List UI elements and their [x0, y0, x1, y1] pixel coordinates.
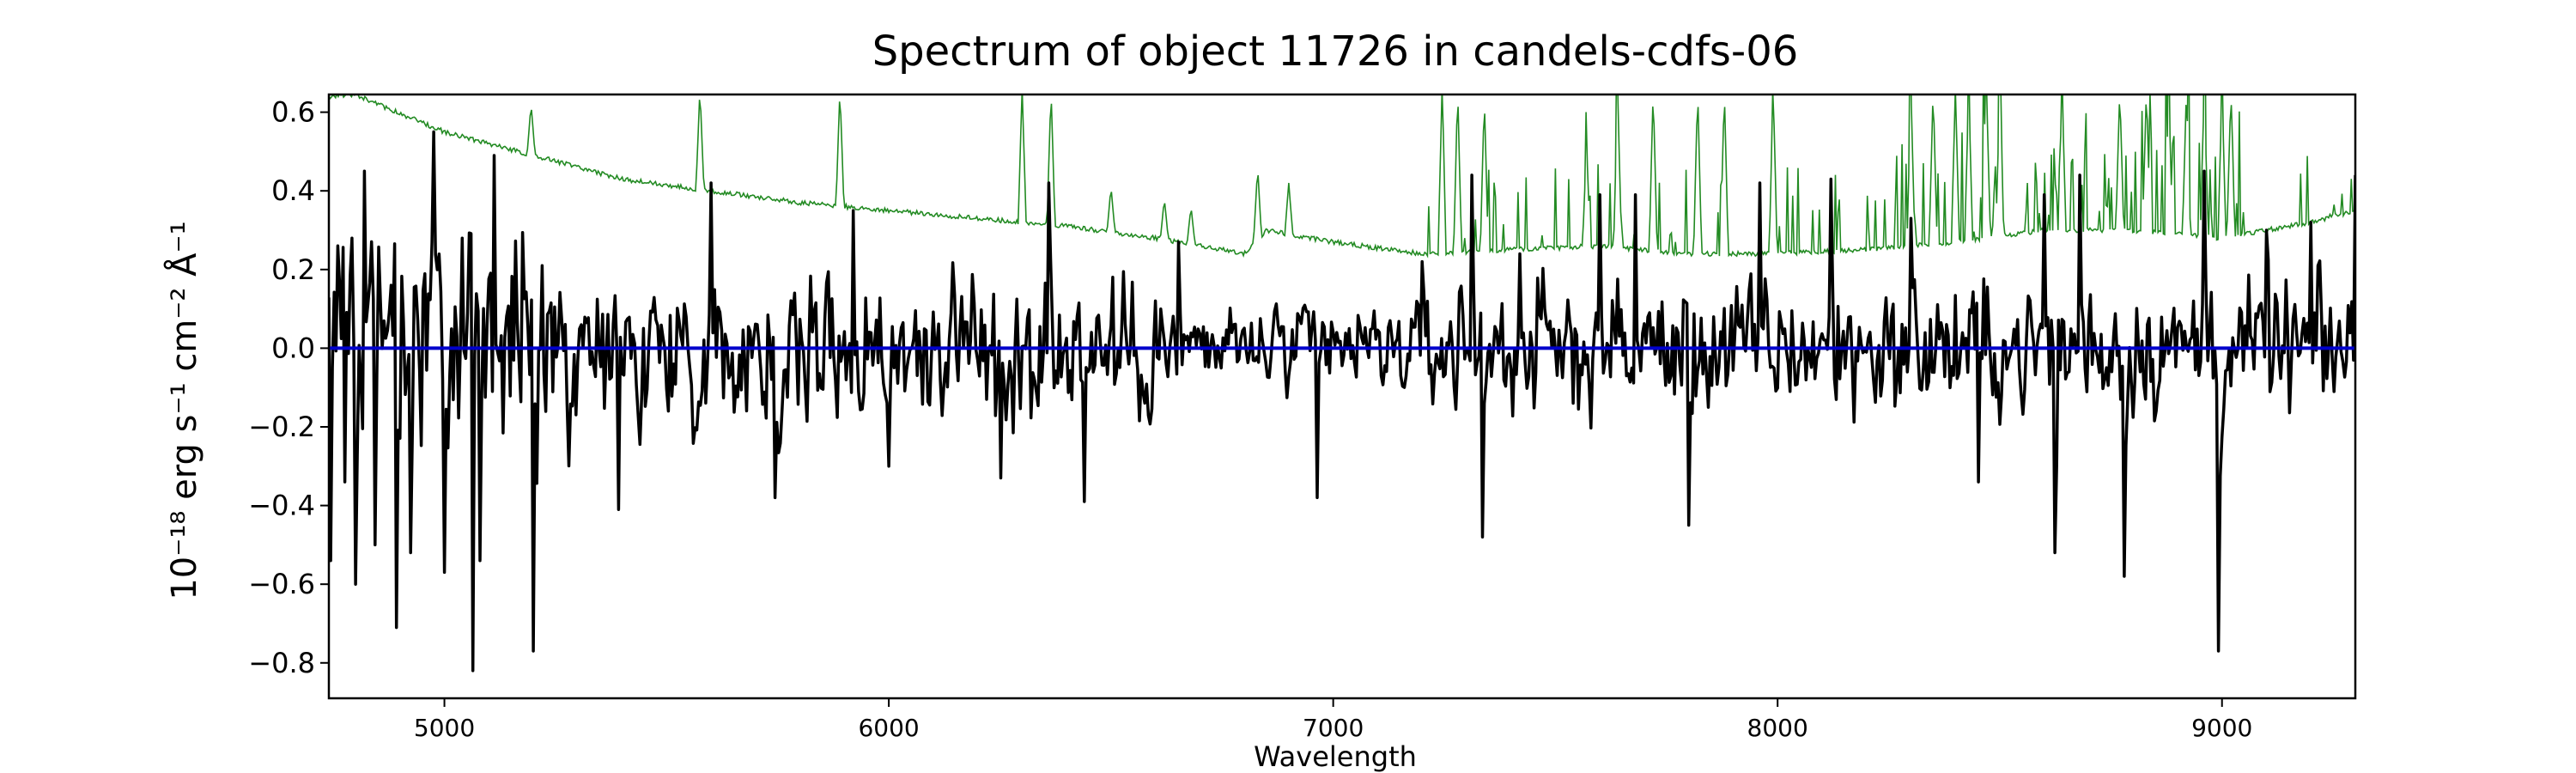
x-tick-label: 7000 — [1303, 714, 1364, 742]
y-tick-label: −0.6 — [248, 568, 315, 600]
y-tick-label: 0.6 — [271, 96, 315, 129]
contamination-line — [329, 94, 2355, 259]
y-axis-label: 10⁻¹⁸ erg s⁻¹ cm⁻² Å⁻¹ — [163, 221, 204, 600]
axes-frame — [327, 93, 2357, 700]
series-layer — [329, 94, 2355, 673]
plot-area — [327, 93, 2357, 700]
x-tick-label: 9000 — [2191, 714, 2252, 742]
x-tick-label: 5000 — [414, 714, 475, 742]
x-tick-label: 6000 — [858, 714, 919, 742]
y-tick-label: 0.4 — [271, 174, 315, 207]
y-tick-label: −0.2 — [248, 411, 315, 443]
x-axis: 5000 6000 7000 8000 9000 — [414, 698, 2252, 742]
y-tick-label: 0.2 — [271, 253, 315, 286]
y-tick-label: −0.4 — [248, 490, 315, 522]
y-tick-label: 0.0 — [271, 332, 315, 364]
y-tick-label: −0.8 — [248, 647, 315, 679]
x-axis-label: Wavelength — [1254, 740, 1417, 773]
chart-title: Spectrum of object 11726 in candels-cdfs… — [872, 27, 1799, 76]
flux-line — [329, 130, 2355, 673]
x-tick-label: 8000 — [1747, 714, 1808, 742]
y-axis: 0.6 0.4 0.2 0.0 −0.2 −0.4 −0.6 −0.8 — [248, 96, 329, 679]
